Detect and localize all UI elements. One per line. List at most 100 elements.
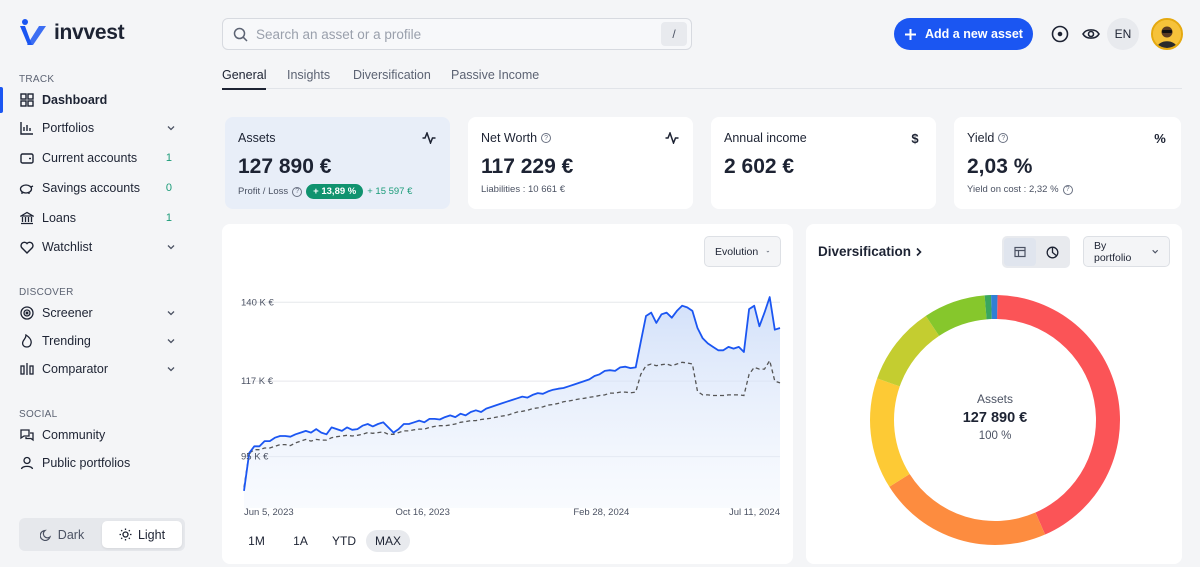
annual-income-value: 2 602 €: [724, 155, 795, 178]
annual-income-card[interactable]: Annual income $ 2 602 €: [711, 117, 936, 209]
search-shortcut-key: /: [661, 22, 687, 46]
profit-pct-badge: + 13,89 %: [306, 184, 364, 199]
pie-view-button[interactable]: [1036, 238, 1068, 266]
sidebar-item-watchlist[interactable]: Watchlist: [0, 234, 190, 260]
card-title: Assets: [238, 131, 276, 145]
donut-slice[interactable]: [877, 315, 940, 387]
donut-center-value: 127 890 €: [962, 410, 1028, 426]
add-asset-button[interactable]: Add a new asset: [894, 18, 1033, 50]
evolution-dropdown-label: Evolution: [715, 245, 759, 258]
help-icon[interactable]: ?: [998, 133, 1009, 143]
visibility-toggle-button[interactable]: [1079, 22, 1103, 46]
chevron-down-icon: [167, 311, 175, 316]
invvest-logo-icon: [20, 19, 46, 45]
chevron-down-icon: [167, 245, 175, 250]
yield-card[interactable]: Yield ? % 2,03 % Yield on cost : 2,32 % …: [954, 117, 1181, 209]
donut-slice[interactable]: [991, 295, 998, 320]
donut-center: Assets 127 890 € 100 %: [895, 392, 1095, 442]
sidebar-item-label: Screener: [42, 306, 93, 320]
sidebar-item-label: Loans: [42, 211, 77, 225]
section-social-label: SOCIAL: [19, 409, 58, 420]
sidebar-item-public-portfolios[interactable]: Public portfolios: [0, 450, 190, 476]
by-portfolio-label: By portfolio: [1094, 239, 1132, 264]
theme-toggle: Dark Light: [19, 518, 185, 551]
evolution-dropdown[interactable]: Evolution: [704, 236, 781, 267]
chevron-down-icon: [1151, 249, 1158, 254]
sidebar-item-label: Watchlist: [42, 240, 93, 254]
sidebar-item-dashboard[interactable]: Dashboard: [0, 87, 190, 113]
search-bar: /: [222, 18, 692, 50]
range-max-button[interactable]: MAX: [366, 530, 410, 552]
count-badge: 0: [165, 182, 172, 194]
help-icon[interactable]: ?: [541, 133, 552, 143]
x-tick-label: Jun 5, 2023: [244, 507, 294, 518]
search-input[interactable]: [256, 26, 636, 42]
donut-slice[interactable]: [870, 378, 910, 487]
dollar-icon: $: [911, 130, 919, 146]
x-tick-label: Jul 11, 2024: [729, 507, 780, 518]
tab-passive-income[interactable]: Passive Income: [451, 68, 540, 82]
range-ytd-button[interactable]: YTD: [332, 534, 356, 548]
tab-insights[interactable]: Insights: [287, 68, 331, 82]
assets-card[interactable]: Assets 127 890 € Profit / Loss ? + 13,89…: [225, 117, 450, 209]
card-title: Net Worth: [481, 131, 538, 145]
avatar-image: [1153, 20, 1181, 48]
by-portfolio-dropdown[interactable]: By portfolio: [1083, 236, 1170, 267]
flame-icon: [19, 334, 34, 349]
chat-icon: [19, 428, 34, 443]
sidebar-item-trending[interactable]: Trending: [0, 328, 190, 354]
donut-center-pct: 100 %: [978, 430, 1012, 442]
pulse-icon: [421, 130, 437, 146]
tab-general[interactable]: General: [222, 68, 267, 90]
tab-bar: General Insights Diversification Passive…: [222, 62, 1182, 90]
theme-dark-label: Dark: [57, 527, 85, 542]
sidebar-item-savings-accounts[interactable]: Savings accounts 0: [0, 175, 190, 201]
sidebar-item-label: Public portfolios: [42, 456, 131, 470]
table-icon: [1014, 246, 1026, 258]
y-tick-label: 117 K €: [241, 376, 274, 387]
donut-slice[interactable]: [889, 473, 1046, 545]
sidebar-item-community[interactable]: Community: [0, 422, 190, 448]
theme-light-button[interactable]: Light: [102, 521, 182, 548]
table-view-button[interactable]: [1004, 238, 1036, 266]
sidebar-item-screener[interactable]: Screener: [0, 300, 190, 326]
diversification-title-link[interactable]: Diversification: [818, 244, 923, 259]
yield-on-cost-text: Yield on cost : 2,32 %: [967, 184, 1059, 195]
sidebar-item-label: Portfolios: [42, 121, 95, 135]
sidebar-item-portfolios[interactable]: Portfolios: [0, 115, 190, 141]
range-1m-button[interactable]: 1M: [248, 534, 265, 548]
chevron-down-icon: [766, 250, 770, 253]
sun-icon: [119, 528, 132, 541]
invested-dashed-line: [243, 358, 781, 488]
sidebar-item-label: Current accounts: [42, 151, 138, 165]
chevron-down-icon: [167, 339, 175, 344]
sidebar-item-loans[interactable]: Loans 1: [0, 205, 190, 231]
chevron-down-icon: [167, 126, 175, 131]
donut-slice[interactable]: [997, 295, 1120, 535]
net-worth-card[interactable]: Net Worth ? 117 229 € Liabilities : 10 6…: [468, 117, 693, 209]
section-discover-label: DISCOVER: [19, 287, 74, 298]
sidebar-item-label: Dashboard: [42, 93, 108, 107]
piggy-bank-icon: [19, 181, 34, 196]
add-asset-label: Add a new asset: [925, 27, 1023, 41]
help-icon[interactable]: ?: [292, 186, 303, 197]
moon-icon: [39, 529, 51, 541]
sidebar-item-current-accounts[interactable]: Current accounts 1: [0, 145, 190, 171]
donut-slice[interactable]: [925, 295, 987, 336]
sidebar-item-label: Trending: [42, 334, 91, 348]
pie-chart-icon: [1046, 246, 1058, 258]
help-icon[interactable]: ?: [1062, 184, 1073, 195]
language-selector[interactable]: EN: [1107, 18, 1139, 50]
brand-logo[interactable]: invvest: [18, 18, 125, 48]
y-tick-label: 140 K €: [241, 297, 274, 308]
wallet-icon: [19, 151, 34, 166]
range-1a-button[interactable]: 1A: [293, 534, 308, 548]
evolution-chart: 140 K € 117 K € 95 K € Jun 5, 2023 Oct 16, …: [241, 296, 781, 518]
target-toggle-button[interactable]: [1048, 22, 1072, 46]
avatar[interactable]: [1151, 18, 1183, 50]
tab-diversification[interactable]: Diversification: [353, 68, 431, 82]
user-icon: [19, 456, 34, 471]
sidebar-item-comparator[interactable]: Comparator: [0, 356, 190, 382]
theme-dark-button[interactable]: Dark: [22, 521, 102, 548]
donut-slice[interactable]: [984, 295, 992, 320]
